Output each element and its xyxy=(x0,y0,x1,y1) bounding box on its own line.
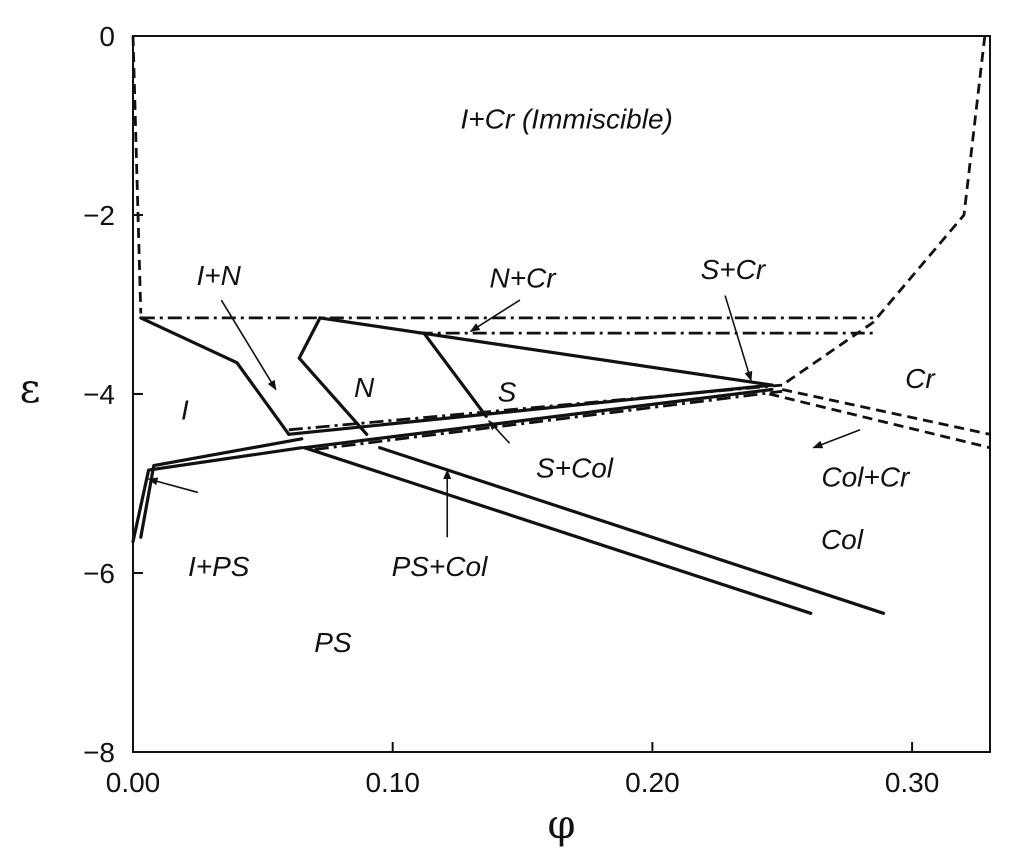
region-label-8: I xyxy=(181,394,189,425)
region-label-10: Col+Cr xyxy=(821,461,911,492)
region-label-9: S+Col xyxy=(536,452,614,483)
phase-boundary-line-6 xyxy=(318,316,774,387)
phase-boundary-line-7 xyxy=(297,316,369,436)
annotations-group: I+Cr (Immiscible) I+N N+Cr S+Cr N S Cr I S+Col Co… xyxy=(181,103,936,658)
phase-boundary-line-16 xyxy=(768,392,991,450)
region-label-5: N xyxy=(354,372,375,403)
x-tick-label-4: 0.30 xyxy=(885,767,940,798)
annotation-arrow-2 xyxy=(469,299,521,333)
phase-boundary-line-9 xyxy=(287,383,774,436)
x-tick-label-2: 0.10 xyxy=(365,767,420,798)
region-label-1: I+Cr (Immiscible) xyxy=(461,103,673,134)
arrows-group xyxy=(147,295,861,538)
annotation-arrow-4 xyxy=(147,477,199,494)
y-tick-label-1: 0 xyxy=(99,21,115,52)
annotation-arrow-1 xyxy=(220,299,277,391)
region-label-12: PS+Col xyxy=(392,551,488,582)
region-label-6: S xyxy=(498,376,517,407)
phase-boundary-line-12 xyxy=(131,446,304,544)
region-label-7: Cr xyxy=(905,363,936,394)
annotation-arrow-3 xyxy=(724,295,753,382)
y-tick-label-5: −8 xyxy=(83,737,115,768)
y-axis-label: ε xyxy=(20,366,41,412)
x-tick-label-1: 0.00 xyxy=(106,767,161,798)
phase-boundary-line-17 xyxy=(288,383,783,432)
region-label-14: PS xyxy=(314,627,352,658)
region-label-2: I+N xyxy=(197,260,242,291)
y-tick-label-4: −6 xyxy=(83,558,115,589)
phase-boundary-line-8 xyxy=(422,331,488,418)
region-label-13: Col xyxy=(821,524,864,555)
phase-boundary-line-14 xyxy=(378,446,886,615)
phase-boundary-line-10 xyxy=(302,387,774,450)
y-tick-label-2: −2 xyxy=(83,200,115,231)
annotation-arrow-7 xyxy=(812,429,861,449)
region-label-3: N+Cr xyxy=(489,263,557,294)
phase-boundary-line-15 xyxy=(781,388,991,436)
phase-boundary-line-5 xyxy=(139,316,291,436)
region-label-4: S+Cr xyxy=(701,254,767,285)
phase-boundary-line-2 xyxy=(781,35,987,387)
region-label-11: I+PS xyxy=(188,551,250,582)
phase-boundary-line-13 xyxy=(302,446,813,615)
phase-boundary-line-18 xyxy=(314,389,783,451)
x-axis-label: φ xyxy=(547,802,575,848)
y-tick-label-3: −4 xyxy=(83,379,115,410)
phase-boundary-line-1 xyxy=(131,35,143,314)
phase-boundary-line-11 xyxy=(139,437,304,539)
x-tick-label-3: 0.20 xyxy=(625,767,680,798)
series-group xyxy=(131,35,991,615)
annotation-arrow-6 xyxy=(488,420,511,444)
ticks-group: 0.00 0.10 0.20 0.30 0 −2 −4 −6 −8 xyxy=(83,21,939,798)
